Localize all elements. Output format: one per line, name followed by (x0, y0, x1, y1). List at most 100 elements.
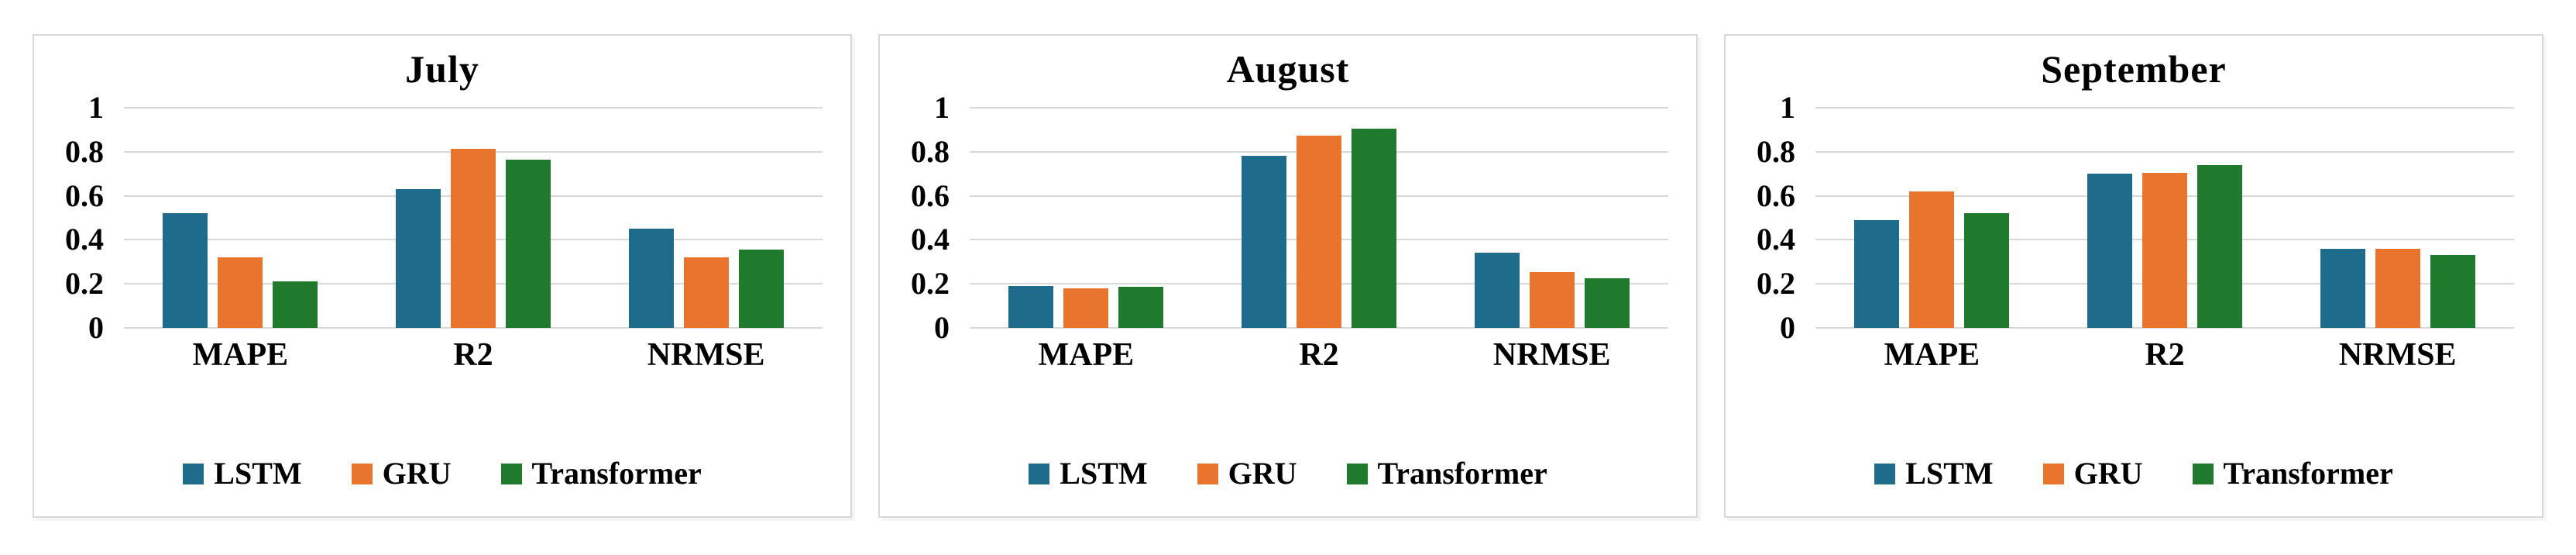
y-tick-label-0.6: 0.6 (65, 178, 104, 213)
y-tick-label-0: 0 (1780, 310, 1795, 345)
bar-transformer-nrmse (1584, 278, 1630, 328)
bar-group-mape (161, 108, 319, 328)
plot-row: 1 0.8 0.6 0.4 0.2 0 (911, 92, 1668, 343)
legend-swatch-gru-icon (351, 463, 373, 484)
legend-item-lstm: LSTM (1874, 456, 1994, 491)
y-tick-label-0.6: 0.6 (1757, 178, 1795, 213)
legend: LSTM GRU Transformer (34, 458, 850, 489)
legend-item-lstm: LSTM (183, 456, 302, 491)
bar-lstm-nrmse (2320, 248, 2365, 328)
x-category-label-mape: MAPE (1038, 337, 1135, 373)
y-tick-label-0.2: 0.2 (911, 266, 950, 302)
legend-swatch-lstm-icon (1874, 463, 1896, 484)
chart-title: July (405, 47, 479, 91)
bar-lstm-r2 (2087, 174, 2132, 328)
legend-item-transformer: Transformer (1346, 456, 1547, 491)
legend-swatch-transformer-icon (1346, 463, 1368, 484)
bar-transformer-r2 (1351, 128, 1396, 328)
legend-swatch-lstm-icon (183, 463, 204, 484)
bar-gru-nrmse (1529, 271, 1575, 328)
bar-group-nrmse (627, 108, 785, 328)
legend-label-transformer: Transformer (1377, 456, 1547, 491)
plot-row: 1 0.8 0.6 0.4 0.2 0 (65, 92, 823, 343)
legend: LSTM GRU Transformer (880, 458, 1696, 489)
bar-group-nrmse (2319, 108, 2477, 328)
y-tick-label-0.8: 0.8 (65, 133, 104, 169)
bar-gru-mape (1909, 191, 1955, 328)
bar-groups (124, 108, 823, 328)
plot-row: 1 0.8 0.6 0.4 0.2 0 (1757, 92, 2514, 343)
chart-panel-august: August 1 0.8 0.6 0.4 0.2 0 MAPE R2 NRMSE LSTM GR… (878, 34, 1698, 518)
bar-gru-r2 (1296, 135, 1341, 328)
bar-group-r2 (2086, 108, 2244, 328)
y-tick-label-0.8: 0.8 (1757, 133, 1795, 169)
legend-label-gru: GRU (382, 456, 452, 491)
gridline-0 (124, 327, 823, 329)
x-category-label-r2: R2 (453, 337, 493, 373)
bar-groups (1815, 108, 2514, 328)
gridline-1 (124, 107, 823, 109)
bar-transformer-nrmse (2430, 255, 2475, 328)
legend-item-gru: GRU (2042, 456, 2143, 491)
y-tick-label-0.2: 0.2 (65, 266, 104, 302)
plot-area: 1 0.8 0.6 0.4 0.2 0 (1757, 92, 2514, 343)
gridline-0.8 (1815, 150, 2514, 153)
bar-gru-r2 (450, 148, 496, 328)
legend-item-transformer: Transformer (500, 458, 702, 489)
x-category-label-nrmse: NRMSE (2338, 337, 2457, 373)
x-category-label-mape: MAPE (192, 337, 289, 373)
y-tick-label-0.8: 0.8 (911, 133, 950, 169)
chart-title: August (1226, 47, 1350, 91)
x-category-label-r2: R2 (2145, 337, 2185, 373)
legend-swatch-lstm-icon (1029, 463, 1050, 484)
y-tick-label-1: 1 (934, 90, 950, 125)
chart-title: September (2041, 47, 2227, 91)
y-tick-label-1: 1 (1780, 90, 1795, 125)
legend-swatch-gru-icon (1197, 463, 1218, 484)
bar-lstm-nrmse (628, 229, 674, 328)
x-category-label-r2: R2 (1299, 337, 1339, 373)
x-category-label-mape: MAPE (1884, 337, 1980, 373)
legend-item-lstm: LSTM (1029, 458, 1148, 489)
bar-transformer-mape (1118, 287, 1164, 328)
legend-label-lstm: LSTM (214, 456, 302, 491)
bar-lstm-r2 (1241, 156, 1286, 328)
bar-lstm-mape (1008, 286, 1054, 328)
bar-group-mape (1853, 108, 2011, 328)
chart-panel-september: September 1 0.8 0.6 0.4 0.2 0 MAPE R2 NRMSE LST… (1724, 34, 2543, 518)
bar-group-mape (1007, 108, 1165, 328)
bar-lstm-r2 (395, 189, 441, 328)
gridline-1 (970, 107, 1668, 109)
y-tick-label-0.4: 0.4 (65, 222, 104, 257)
bar-transformer-r2 (2196, 164, 2242, 328)
bar-groups (970, 108, 1668, 328)
plot-area: 1 0.8 0.6 0.4 0.2 0 (911, 92, 1668, 343)
legend-label-gru: GRU (2073, 456, 2143, 491)
bar-group-r2 (394, 108, 552, 328)
plot-area: 1 0.8 0.6 0.4 0.2 0 (65, 92, 823, 343)
chart-panel-july: July 1 0.8 0.6 0.4 0.2 0 MAPE R2 NRMSE LSTM GRU T… (33, 34, 852, 518)
x-category-label-nrmse: NRMSE (647, 337, 765, 373)
y-tick-label-0: 0 (88, 310, 104, 345)
bar-transformer-nrmse (738, 250, 784, 328)
y-tick-label-0.6: 0.6 (911, 178, 950, 213)
bar-lstm-mape (163, 213, 208, 328)
legend-swatch-transformer-icon (2192, 463, 2214, 484)
bar-transformer-r2 (505, 159, 551, 328)
x-axis: MAPE R2 NRMSE (124, 339, 823, 371)
y-tick-label-0.2: 0.2 (1757, 266, 1795, 302)
y-tick-label-0.4: 0.4 (1757, 222, 1795, 257)
bar-gru-nrmse (2375, 248, 2420, 328)
bar-gru-nrmse (683, 257, 729, 328)
bar-group-r2 (1240, 108, 1398, 328)
bar-lstm-nrmse (1474, 253, 1520, 328)
y-tick-label-0: 0 (934, 310, 950, 345)
legend-label-transformer: Transformer (2223, 456, 2393, 491)
bar-group-nrmse (1473, 108, 1631, 328)
legend-label-lstm: LSTM (1905, 456, 1994, 491)
bar-transformer-mape (1964, 213, 2010, 328)
y-tick-label-1: 1 (88, 90, 104, 125)
legend-item-transformer: Transformer (2192, 456, 2393, 491)
gridline-1 (1815, 107, 2514, 109)
